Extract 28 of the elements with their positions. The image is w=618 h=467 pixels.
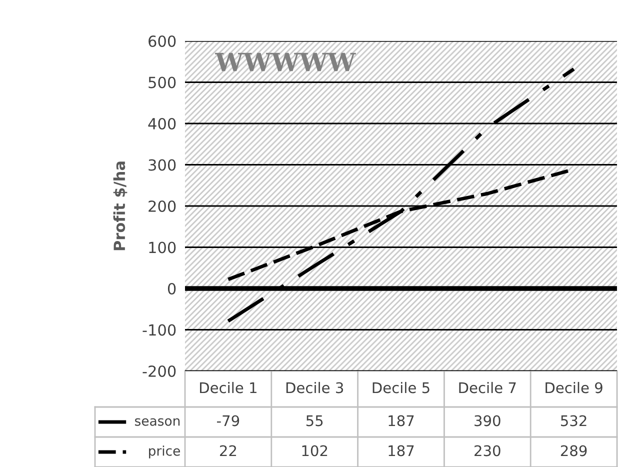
data-label: 102 [302, 445, 328, 456]
annotation: WWWWW [215, 52, 356, 72]
x-tick-label: Decile 7 [459, 382, 516, 394]
y-axis-title: Profit $/ha [113, 162, 128, 250]
y-tick-label: 0 [168, 282, 176, 295]
data-label: 22 [220, 445, 236, 456]
data-label: 187 [388, 415, 414, 426]
data-label: 187 [388, 445, 414, 456]
data-label: 390 [474, 415, 500, 426]
x-tick-label: Decile 5 [372, 382, 430, 394]
y-tick-label: 500 [148, 76, 176, 88]
y-tick-label: 200 [148, 200, 176, 212]
data-label: 289 [560, 445, 587, 456]
x-tick-label: Decile 1 [200, 382, 256, 394]
data-label: 230 [474, 445, 500, 456]
y-tick-label: -200 [142, 365, 176, 378]
data-label: -79 [217, 415, 240, 426]
y-tick-label: -100 [142, 324, 176, 336]
legend-label: price [149, 446, 180, 458]
y-tick-label: 400 [148, 118, 176, 130]
y-tick-label: 600 [148, 35, 176, 48]
y-tick-label: 300 [148, 159, 176, 171]
x-tick-label: Decile 3 [286, 382, 344, 394]
x-tick-label: Decile 9 [546, 382, 602, 394]
y-tick-label: 100 [149, 242, 176, 254]
data-label: 532 [561, 415, 586, 426]
legend-label: season [135, 418, 180, 426]
data-label: 55 [306, 415, 323, 426]
